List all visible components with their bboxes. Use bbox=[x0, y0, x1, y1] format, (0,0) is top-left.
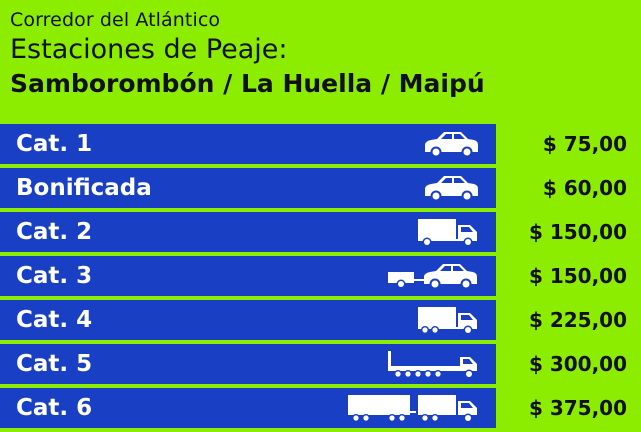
page-subtitle: Estaciones de Peaje: bbox=[10, 34, 288, 65]
category-cell: Cat. 2 bbox=[0, 212, 496, 252]
toll-table: Cat. 1 $ 75,00 Bonificada $ 60,00 bbox=[0, 124, 641, 432]
category-label: Cat. 1 bbox=[16, 131, 93, 157]
category-cell: Cat. 6 bbox=[0, 388, 496, 428]
price-cell: $ 225,00 bbox=[503, 300, 641, 340]
category-label: Cat. 6 bbox=[16, 395, 93, 421]
category-label: Cat. 3 bbox=[16, 263, 93, 289]
price-value: $ 60,00 bbox=[542, 176, 627, 200]
category-label: Cat. 2 bbox=[16, 219, 93, 245]
car-with-trailer-icon bbox=[388, 264, 477, 290]
header: Corredor del Atlántico Estaciones de Pea… bbox=[10, 8, 485, 100]
category-cell: Cat. 4 bbox=[0, 300, 496, 340]
table-row: Cat. 5 $ 300,00 bbox=[0, 344, 641, 384]
semi-trailer-truck-icon bbox=[388, 351, 477, 379]
category-cell: Bonificada bbox=[0, 168, 496, 208]
station-names: Samborombón / La Huella / Maipú bbox=[10, 69, 485, 98]
price-value: $ 75,00 bbox=[542, 132, 627, 156]
category-label: Cat. 4 bbox=[16, 307, 93, 333]
price-cell: $ 150,00 bbox=[503, 256, 641, 296]
table-row: Cat. 4 $ 225,00 bbox=[0, 300, 641, 340]
table-row: Cat. 2 $ 150,00 bbox=[0, 212, 641, 252]
price-cell: $ 75,00 bbox=[503, 124, 641, 164]
table-row: Cat. 6 $ 375,00 bbox=[0, 388, 641, 428]
category-cell: Cat. 5 bbox=[0, 344, 496, 384]
price-cell: $ 300,00 bbox=[503, 344, 641, 384]
table-row: Cat. 1 $ 75,00 bbox=[0, 124, 641, 164]
price-value: $ 225,00 bbox=[528, 308, 627, 332]
price-value: $ 375,00 bbox=[528, 396, 627, 420]
price-value: $ 150,00 bbox=[528, 264, 627, 288]
car-icon bbox=[425, 132, 478, 158]
price-value: $ 300,00 bbox=[528, 352, 627, 376]
category-label: Cat. 5 bbox=[16, 351, 93, 377]
price-cell: $ 375,00 bbox=[503, 388, 641, 428]
price-cell: $ 60,00 bbox=[503, 168, 641, 208]
category-label: Bonificada bbox=[16, 175, 152, 201]
price-cell: $ 150,00 bbox=[503, 212, 641, 252]
price-value: $ 150,00 bbox=[528, 220, 627, 244]
car-icon bbox=[425, 176, 478, 202]
truck-with-trailer-icon bbox=[348, 395, 477, 423]
table-row: Cat. 3 $ 150,00 bbox=[0, 256, 641, 296]
table-row: Bonificada $ 60,00 bbox=[0, 168, 641, 208]
truck-icon bbox=[418, 219, 477, 247]
category-cell: Cat. 1 bbox=[0, 124, 496, 164]
category-cell: Cat. 3 bbox=[0, 256, 496, 296]
truck-icon bbox=[418, 307, 477, 335]
corridor-name: Corredor del Atlántico bbox=[10, 9, 221, 31]
